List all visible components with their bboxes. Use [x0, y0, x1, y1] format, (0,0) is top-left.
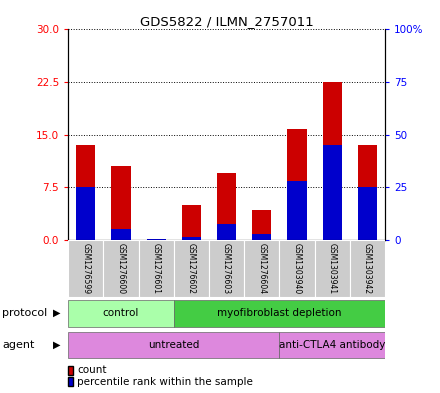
Bar — [68, 332, 279, 358]
Text: GSM1276599: GSM1276599 — [81, 242, 90, 294]
Bar — [174, 300, 385, 327]
Bar — [76, 187, 95, 240]
Text: protocol: protocol — [2, 308, 48, 318]
Bar — [139, 240, 174, 297]
Bar — [358, 145, 377, 240]
Bar — [147, 239, 166, 240]
Text: GSM1303941: GSM1303941 — [328, 242, 337, 294]
Bar — [323, 82, 342, 240]
Text: percentile rank within the sample: percentile rank within the sample — [77, 376, 253, 387]
Bar — [287, 181, 307, 240]
Bar — [182, 237, 201, 240]
Text: GSM1276603: GSM1276603 — [222, 242, 231, 294]
Bar — [111, 229, 131, 240]
Bar — [174, 240, 209, 297]
Bar — [315, 240, 350, 297]
Text: GSM1276601: GSM1276601 — [152, 242, 161, 294]
Bar — [103, 240, 139, 297]
Bar — [209, 240, 244, 297]
Bar — [279, 240, 315, 297]
Bar — [111, 166, 131, 240]
Text: anti-CTLA4 antibody: anti-CTLA4 antibody — [279, 340, 385, 350]
Bar — [76, 145, 95, 240]
Text: GSM1303940: GSM1303940 — [293, 242, 301, 294]
Title: GDS5822 / ILMN_2757011: GDS5822 / ILMN_2757011 — [140, 15, 313, 28]
Bar — [287, 129, 307, 240]
Bar — [217, 224, 236, 240]
Bar — [182, 205, 201, 240]
Bar — [68, 300, 174, 327]
Bar — [68, 240, 103, 297]
Bar — [217, 173, 236, 240]
Text: agent: agent — [2, 340, 35, 350]
Text: untreated: untreated — [148, 340, 199, 350]
Bar — [252, 235, 271, 240]
Text: control: control — [103, 309, 139, 318]
Text: GSM1276604: GSM1276604 — [257, 242, 266, 294]
Bar — [279, 332, 385, 358]
Bar — [350, 240, 385, 297]
Text: GSM1303942: GSM1303942 — [363, 242, 372, 294]
Text: myofibroblast depletion: myofibroblast depletion — [217, 309, 341, 318]
Text: count: count — [77, 365, 106, 375]
Bar — [358, 187, 377, 240]
Bar — [323, 145, 342, 240]
Text: ▶: ▶ — [53, 340, 61, 350]
Text: ▶: ▶ — [53, 308, 61, 318]
Bar — [252, 210, 271, 240]
Bar — [147, 239, 166, 240]
Text: GSM1276602: GSM1276602 — [187, 242, 196, 294]
Text: GSM1276600: GSM1276600 — [117, 242, 125, 294]
Bar — [244, 240, 279, 297]
